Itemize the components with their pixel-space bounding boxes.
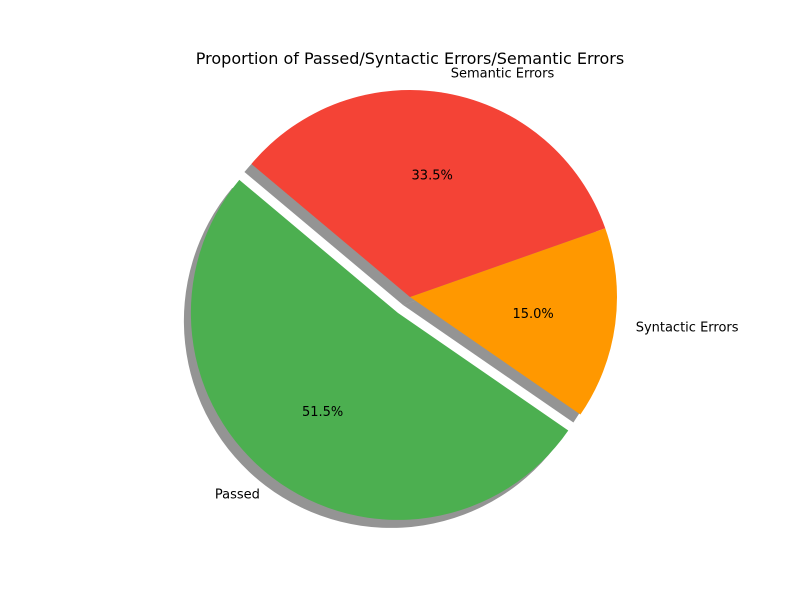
slice-semantic-errors [251, 90, 606, 297]
pct-label-passed: 51.5% [302, 405, 343, 420]
slice-label-syntactic-errors: Syntactic Errors [636, 321, 739, 336]
chart-title: Proportion of Passed/Syntactic Errors/Se… [196, 49, 624, 68]
slice-layer [190, 90, 617, 520]
slice-passed [190, 179, 569, 520]
slice-label-semantic-errors: Semantic Errors [451, 67, 555, 82]
label-layer: 51.5% Passed 15.0% Syntactic Errors 33.5% Sem… [215, 67, 739, 503]
pct-label-syntactic-errors: 15.0% [512, 307, 553, 322]
slice-syntactic-errors [410, 228, 617, 415]
pct-label-semantic-errors: 33.5% [412, 168, 453, 183]
slice-label-passed: Passed [215, 488, 260, 503]
